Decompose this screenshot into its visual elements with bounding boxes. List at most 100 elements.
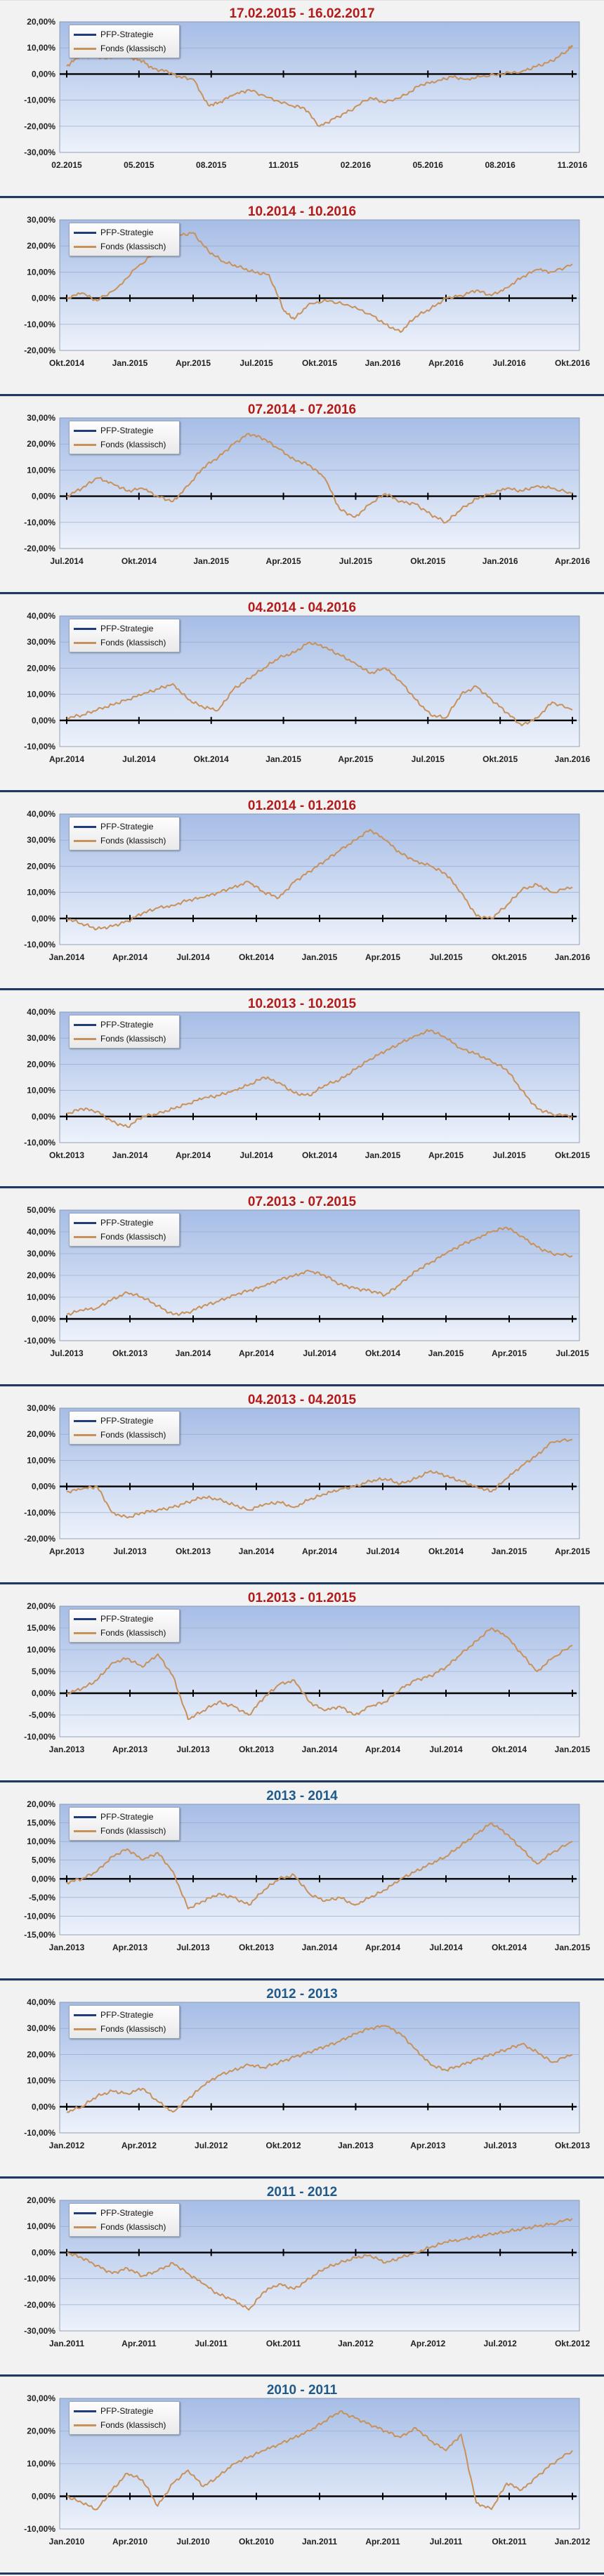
y-tick-label: 20,00% — [27, 1429, 55, 1439]
x-tick-label: Apr.2016 — [428, 358, 464, 368]
legend-item-strategy: PFP-Strategie — [74, 226, 153, 239]
fund-series-line — [66, 45, 573, 127]
chart-panel: 07.2014 - 07.2016 30,00% 20,00% 10,00% 0,00%… — [0, 396, 604, 594]
x-tick-label: Jul.2013 — [176, 1744, 210, 1754]
y-tick-label: 20,00% — [27, 663, 55, 673]
legend-swatch — [74, 1617, 96, 1620]
x-tick-label: Apr.2015 — [492, 1348, 527, 1358]
legend-item-fund: Fonds (klassisch) — [74, 240, 166, 253]
y-tick-label: 20,00% — [27, 1059, 55, 1069]
x-tick-label: Okt.2013 — [239, 1943, 274, 1952]
y-tick-label: 5,00% — [32, 1855, 55, 1865]
legend-swatch — [74, 1419, 96, 1422]
legend-item-strategy: PFP-Strategie — [74, 424, 153, 437]
x-tick-label: 05.2016 — [413, 160, 444, 170]
chart-title: 01.2014 - 01.2016 — [247, 799, 357, 813]
x-tick-label: Jan.2014 — [176, 1348, 211, 1358]
x-tick-label: Jul.2014 — [122, 754, 156, 764]
legend-swatch — [74, 2013, 96, 2016]
x-tick-label: Okt.2015 — [302, 358, 337, 368]
y-tick-label: -10,00% — [24, 320, 55, 329]
y-tick-label: 20,00% — [27, 1601, 55, 1611]
y-tick-label: 30,00% — [27, 2393, 55, 2403]
y-tick-label: 20,00% — [27, 1799, 55, 1809]
y-tick-label: 20,00% — [27, 241, 55, 251]
y-tick-label: 40,00% — [27, 611, 55, 621]
y-tick-label: -20,00% — [24, 544, 55, 553]
legend-label: Fonds (klassisch) — [100, 2222, 166, 2232]
chart-title: 17.02.2015 - 16.02.2017 — [229, 6, 375, 21]
y-tick-label: 30,00% — [27, 1033, 55, 1043]
x-tick-label: Apr.2014 — [176, 1150, 211, 1160]
x-tick-label: Apr.2014 — [302, 1546, 337, 1556]
x-tick-label: Apr.2015 — [365, 952, 400, 962]
x-tick-label: Jan.2013 — [49, 1943, 85, 1952]
y-tick-label: -20,00% — [24, 346, 55, 355]
legend-label: PFP-Strategie — [100, 29, 154, 39]
y-tick-label: 10,00% — [27, 1086, 55, 1096]
chart-panel: 04.2013 - 04.2015 30,00% 20,00% 10,00% 0,00%… — [0, 1386, 604, 1584]
fund-series-line — [66, 433, 573, 524]
legend-swatch — [74, 231, 96, 234]
x-tick-label: Apr.2011 — [122, 2339, 157, 2348]
chart-legend: PFP-Strategie Fonds (klassisch) — [69, 421, 180, 454]
legend-swatch — [74, 429, 96, 432]
x-tick-label: Apr.2013 — [112, 1943, 147, 1952]
x-tick-label: Jan.2015 — [555, 1744, 591, 1754]
legend-label: PFP-Strategie — [100, 1416, 154, 1426]
fund-series-line — [66, 1822, 573, 1910]
chart-panel: 01.2013 - 01.2015 20,00% 15,00% 10,00% 5,00%… — [0, 1584, 604, 1782]
y-tick-label: 20,00% — [27, 2049, 55, 2059]
x-tick-label: Apr.2015 — [555, 1546, 590, 1556]
legend-item-fund: Fonds (klassisch) — [74, 1032, 166, 1045]
x-tick-label: Jan.2014 — [302, 1744, 338, 1754]
x-tick-label: Okt.2013 — [49, 1150, 84, 1160]
y-tick-label: 30,00% — [27, 1249, 55, 1259]
y-tick-label: 15,00% — [27, 1818, 55, 1828]
fund-series-line — [66, 641, 573, 727]
legend-item-strategy: PFP-Strategie — [74, 2207, 153, 2219]
y-tick-label: 10,00% — [27, 888, 55, 898]
legend-label: Fonds (klassisch) — [100, 1232, 166, 1242]
legend-item-strategy: PFP-Strategie — [74, 622, 153, 635]
legend-label: PFP-Strategie — [100, 1218, 154, 1228]
y-tick-label: 10,00% — [27, 2076, 55, 2086]
chart-panel: 17.02.2015 - 16.02.2017 20,00% 10,00% 0,00%… — [0, 0, 604, 198]
chart-legend: PFP-Strategie Fonds (klassisch) — [69, 817, 180, 850]
y-tick-label: 10,00% — [27, 2459, 55, 2469]
legend-swatch — [74, 2424, 96, 2426]
y-tick-label: -10,00% — [24, 2274, 55, 2284]
y-tick-label: 20,00% — [27, 17, 55, 27]
x-tick-label: Apr.2015 — [428, 1150, 464, 1160]
x-tick-label: Jan.2014 — [49, 952, 85, 962]
fund-series-line — [66, 1627, 573, 1721]
y-tick-label: 0,00% — [32, 2492, 55, 2502]
chart-svg: 20,00% 15,00% 10,00% 5,00% 0,00% -5,00% -10,00… — [24, 1799, 590, 1952]
x-tick-label: Okt.2014 — [194, 754, 229, 764]
y-tick-label: 20,00% — [27, 439, 55, 449]
chart-legend: PFP-Strategie Fonds (klassisch) — [69, 25, 180, 58]
legend-swatch — [74, 2410, 96, 2412]
x-tick-label: Jul.2015 — [412, 754, 445, 764]
x-tick-label: Okt.2013 — [555, 2141, 590, 2150]
x-tick-label: Jan.2014 — [239, 1546, 275, 1556]
legend-label: Fonds (klassisch) — [100, 2024, 166, 2034]
y-tick-label: 30,00% — [27, 835, 55, 845]
chart-title: 10.2013 - 10.2015 — [247, 997, 357, 1011]
x-tick-label: Okt.2014 — [492, 1744, 527, 1754]
chart-legend: PFP-Strategie Fonds (klassisch) — [69, 2401, 180, 2435]
y-tick-label: 0,00% — [32, 294, 55, 303]
y-tick-label: 10,00% — [27, 1836, 55, 1846]
legend-item-fund: Fonds (klassisch) — [74, 834, 166, 847]
x-tick-label: Jan.2016 — [555, 754, 591, 764]
x-tick-label: Jul.2014 — [176, 952, 210, 962]
legend-label: PFP-Strategie — [100, 1614, 154, 1624]
legend-label: Fonds (klassisch) — [100, 1034, 166, 1044]
x-tick-label: Jan.2014 — [302, 1943, 338, 1952]
chart-title: 2012 - 2013 — [266, 1987, 338, 2002]
x-tick-label: Jul.2016 — [492, 358, 526, 368]
y-tick-label: 5,00% — [32, 1667, 55, 1676]
legend-label: PFP-Strategie — [100, 2406, 154, 2416]
x-tick-label: 08.2016 — [485, 160, 516, 170]
